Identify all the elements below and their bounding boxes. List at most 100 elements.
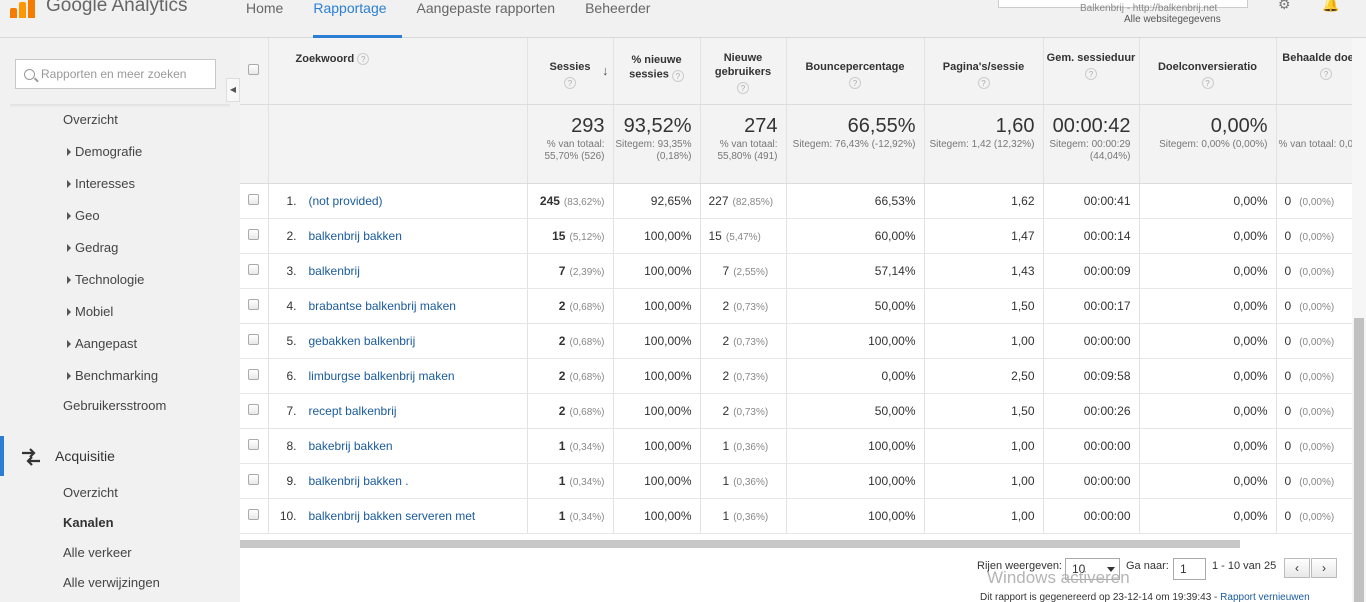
keyword-cell: 9. balkenbrij bakken . bbox=[268, 463, 528, 499]
bell-icon[interactable]: 🔔 bbox=[1322, 0, 1340, 12]
col-header-zoekwoord[interactable]: Zoekwoord ? bbox=[268, 38, 528, 105]
gear-icon[interactable]: ⚙ bbox=[1278, 0, 1291, 12]
goto-label: Ga naar: bbox=[1126, 560, 1169, 572]
keyword-link[interactable]: balkenbrij bakken bbox=[308, 228, 402, 243]
row-checkbox[interactable] bbox=[248, 263, 260, 275]
nav-beheerder[interactable]: Beheerder bbox=[585, 0, 651, 16]
nav-aangepaste-rapporten[interactable]: Aangepaste rapporten bbox=[416, 0, 556, 16]
new-sessions-cell: 92,65% bbox=[613, 183, 701, 219]
sidebar-item-benchmarking[interactable]: Benchmarking bbox=[67, 367, 158, 385]
col-header-sessies[interactable]: Sessies? ↓ bbox=[527, 38, 614, 105]
help-icon[interactable]: ? bbox=[977, 77, 990, 89]
table-row[interactable]: 3. balkenbrij 7 (2,39%) 100,00% 7 (2,55%) 57,14… bbox=[240, 253, 1352, 289]
nav-rapportage[interactable]: Rapportage bbox=[313, 0, 402, 38]
table-body: 1. (not provided) 245 (83,62%) 92,65% 227 (82,… bbox=[240, 183, 1352, 534]
new-users-cell: 7 (2,55%) bbox=[700, 253, 787, 289]
sidebar-item-overzicht[interactable]: Overzicht bbox=[63, 112, 118, 127]
sidebar-item-demografie[interactable]: Demografie bbox=[67, 143, 142, 161]
row-checkbox[interactable] bbox=[248, 403, 260, 415]
report-table: Zoekwoord ? Sessies? ↓ % nieuwe sessies ?… bbox=[240, 38, 1352, 534]
col-header-nieuwe-gebruikers[interactable]: Nieuwe gebruikers? bbox=[700, 38, 787, 105]
search-input[interactable] bbox=[41, 67, 211, 81]
col-header-bouncepercentage[interactable]: Bouncepercentage? bbox=[786, 38, 925, 105]
select-all-checkbox[interactable] bbox=[248, 63, 260, 75]
help-icon[interactable]: ? bbox=[671, 70, 684, 82]
new-users-cell: 15 (5,47%) bbox=[700, 218, 787, 254]
sidebar-item-gedrag[interactable]: Gedrag bbox=[67, 239, 118, 257]
sidebar-item-gebruikersstroom[interactable]: Gebruikersstroom bbox=[63, 398, 167, 413]
sidebar-item-alle-verkeer[interactable]: Alle verkeer bbox=[63, 545, 132, 560]
table-row[interactable]: 10. balkenbrij bakken serveren met 1 (0,34%… bbox=[240, 498, 1352, 534]
account-selector[interactable] bbox=[998, 0, 1248, 8]
report-search[interactable] bbox=[15, 59, 216, 89]
row-checkbox[interactable] bbox=[248, 438, 260, 450]
col-header-paginas-sessie[interactable]: Pagina's/sessie? bbox=[924, 38, 1044, 105]
table-row[interactable]: 5. gebakken balkenbrij 2 (0,68%) 100,00% 2 (0,… bbox=[240, 323, 1352, 359]
keyword-link[interactable]: recept balkenbrij bbox=[308, 403, 397, 418]
keyword-link[interactable]: limburgse balkenbrij maken bbox=[308, 368, 455, 383]
vertical-scrollbar-thumb[interactable] bbox=[1354, 318, 1364, 602]
horizontal-scrollbar[interactable] bbox=[240, 540, 1240, 548]
duration-cell: 00:00:00 bbox=[1043, 498, 1140, 534]
rows-per-page-select[interactable]: 10 bbox=[1065, 558, 1120, 580]
goals-cell: 0 (0,00%) bbox=[1276, 288, 1352, 324]
row-number: 2. bbox=[286, 228, 297, 243]
help-icon[interactable]: ? bbox=[849, 77, 861, 89]
row-checkbox[interactable] bbox=[248, 508, 260, 520]
help-icon[interactable]: ? bbox=[1085, 68, 1097, 80]
help-icon[interactable]: ? bbox=[1201, 77, 1214, 89]
new-sessions-cell: 100,00% bbox=[613, 463, 701, 499]
keyword-link[interactable]: gebakken balkenbrij bbox=[308, 333, 416, 348]
sidebar-item-geo[interactable]: Geo bbox=[67, 207, 100, 225]
help-icon[interactable]: ? bbox=[737, 82, 749, 94]
keyword-link[interactable]: bakebrij bakken bbox=[308, 438, 393, 453]
keyword-link[interactable]: brabantse balkenbrij maken bbox=[308, 298, 456, 313]
sidebar-item-kanalen[interactable]: Kanalen bbox=[63, 515, 114, 530]
col-header-doelconversieratio[interactable]: Doelconversieratio? bbox=[1139, 38, 1277, 105]
col-header-behaalde-doelen[interactable]: Behaalde doelen? bbox=[1276, 38, 1352, 105]
goto-page-input[interactable]: 1 bbox=[1173, 558, 1206, 580]
table-row[interactable]: 4. brabantse balkenbrij maken 2 (0,68%) 100,… bbox=[240, 288, 1352, 324]
table-row[interactable]: 1. (not provided) 245 (83,62%) 92,65% 227 (82,… bbox=[240, 183, 1352, 219]
pages-cell: 1,50 bbox=[924, 393, 1044, 429]
row-checkbox[interactable] bbox=[248, 298, 260, 310]
prev-page-button[interactable]: ‹ bbox=[1284, 558, 1310, 578]
nav-home[interactable]: Home bbox=[246, 0, 284, 16]
goals-cell: 0 (0,00%) bbox=[1276, 358, 1352, 394]
table-row[interactable]: 6. limburgse balkenbrij maken 2 (0,68%) 100,… bbox=[240, 358, 1352, 394]
sidebar-item-mobiel[interactable]: Mobiel bbox=[67, 303, 113, 321]
row-checkbox[interactable] bbox=[248, 368, 260, 380]
col-header-gem-sessieduur[interactable]: Gem. sessieduur? bbox=[1043, 38, 1140, 105]
help-icon[interactable]: ? bbox=[1320, 68, 1332, 80]
table-row[interactable]: 9. balkenbrij bakken . 1 (0,34%) 100,00% 1 (0,… bbox=[240, 463, 1352, 499]
col-header-nieuwe-sessies[interactable]: % nieuwe sessies ? bbox=[613, 38, 701, 105]
row-checkbox[interactable] bbox=[248, 473, 260, 485]
table-row[interactable]: 8. bakebrij bakken 1 (0,34%) 100,00% 1 (0,36%)… bbox=[240, 428, 1352, 464]
row-checkbox[interactable] bbox=[248, 193, 260, 205]
pages-cell: 1,62 bbox=[924, 183, 1044, 219]
table-row[interactable]: 2. balkenbrij bakken 15 (5,12%) 100,00% 15 (5,… bbox=[240, 218, 1352, 254]
pages-cell: 1,00 bbox=[924, 323, 1044, 359]
sidebar-item-aangepast[interactable]: Aangepast bbox=[67, 335, 137, 353]
keyword-link[interactable]: balkenbrij bakken serveren met bbox=[308, 508, 476, 523]
next-page-button[interactable]: › bbox=[1311, 558, 1337, 578]
collapse-sidebar-button[interactable]: ◀ bbox=[226, 78, 240, 102]
page-range: 1 - 10 van 25 bbox=[1212, 560, 1277, 572]
keyword-link[interactable]: balkenbrij bbox=[308, 263, 360, 278]
sidebar-item-acq-overzicht[interactable]: Overzicht bbox=[63, 485, 118, 500]
duration-cell: 00:00:00 bbox=[1043, 463, 1140, 499]
sidebar-section-acquisitie[interactable]: Acquisitie bbox=[55, 448, 115, 464]
help-icon[interactable]: ? bbox=[564, 77, 576, 89]
row-checkbox[interactable] bbox=[248, 228, 260, 240]
keyword-link[interactable]: balkenbrij bakken . bbox=[308, 473, 409, 488]
sidebar-item-interesses[interactable]: Interesses bbox=[67, 175, 135, 193]
new-sessions-cell: 100,00% bbox=[613, 393, 701, 429]
refresh-report-link[interactable]: Rapport vernieuwen bbox=[1220, 592, 1310, 602]
sidebar-item-alle-verwijzingen[interactable]: Alle verwijzingen bbox=[63, 575, 160, 590]
row-checkbox[interactable] bbox=[248, 333, 260, 345]
google-analytics-logo[interactable]: Google Analytics bbox=[10, 0, 188, 18]
keyword-link[interactable]: (not provided) bbox=[308, 193, 383, 208]
table-row[interactable]: 7. recept balkenbrij 2 (0,68%) 100,00% 2 (0,73… bbox=[240, 393, 1352, 429]
help-icon[interactable]: ? bbox=[357, 53, 370, 66]
sidebar-item-technologie[interactable]: Technologie bbox=[67, 271, 144, 289]
